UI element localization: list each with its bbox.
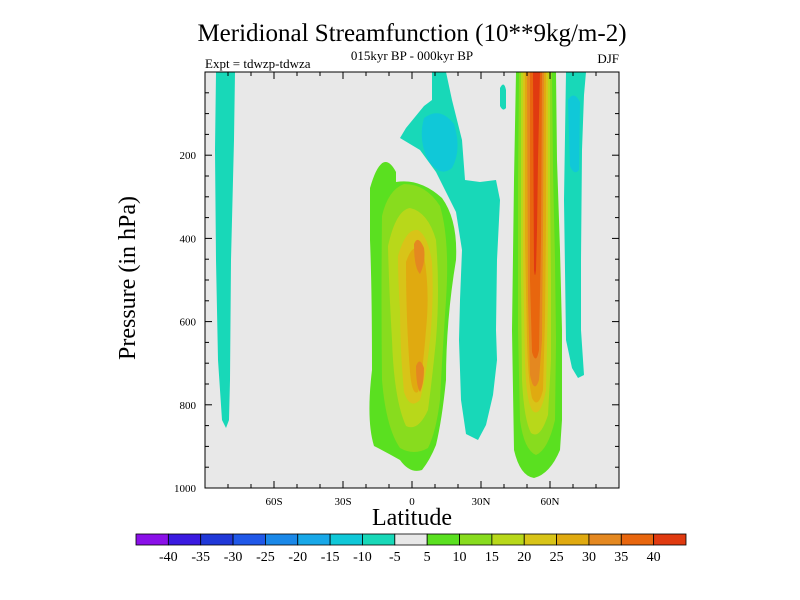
colorbar-swatch (167, 533, 202, 546)
colorbar-swatch (523, 533, 557, 546)
contour-south-polar-band (215, 72, 235, 428)
y-tick-label: 600 (180, 317, 197, 329)
colorbar-label: 20 (517, 550, 531, 565)
contour-hadley-level-25 (406, 248, 428, 393)
x-tick-label: 0 (409, 496, 415, 508)
colorbar-label: 25 (550, 550, 564, 565)
x-tick-label: 30S (334, 496, 351, 508)
y-tick-labels: 200 400 600 800 1000 (174, 150, 197, 495)
colorbar-label: -35 (191, 550, 210, 565)
contour-north-polar-band-inner (568, 95, 580, 173)
contour-tropical-upper-blue (421, 113, 458, 172)
colorbar-label: 40 (647, 550, 661, 565)
colorbar-label: 5 (424, 550, 431, 565)
y-tick-label: 400 (180, 233, 197, 245)
colorbar-swatch (426, 533, 460, 546)
colorbar-labels: -40 -35 -30 -25 -20 -15 -10 -5 5 10 15 20 25 30 35 40 (159, 550, 661, 565)
y-tick-label: 200 (180, 150, 197, 162)
axis-ticks (205, 72, 619, 489)
contour-north-upper-sliver (500, 84, 506, 110)
chart-subtitle-center: 015kyr BP - 000kyr BP (351, 48, 473, 63)
x-tick-label: 60N (541, 496, 560, 508)
colorbar-swatch (232, 533, 266, 546)
contour-fills (215, 72, 586, 478)
contour-hadley-core-lower (416, 361, 424, 392)
y-tick-label: 1000 (174, 483, 197, 495)
colorbar-swatch (135, 533, 169, 546)
colorbar-label: -40 (159, 550, 178, 565)
colorbar-swatch (200, 533, 234, 546)
chart-title: Meridional Streamfunction (10**9kg/m-2) (197, 20, 626, 47)
colorbar-label: -30 (224, 550, 243, 565)
colorbar-label: 30 (582, 550, 596, 565)
x-tick-labels: 60S 30S 0 30N 60N (265, 496, 559, 508)
colorbar-label: 15 (485, 550, 499, 565)
colorbar-label: 10 (453, 550, 467, 565)
colorbar-label: -20 (288, 550, 307, 565)
colorbar-swatch (265, 533, 299, 546)
colorbar-swatch (620, 533, 655, 546)
colorbar-swatch (394, 533, 428, 546)
colorbar-label: 35 (614, 550, 628, 565)
colorbar-label: -25 (256, 550, 275, 565)
contour-hadley-core-upper (414, 239, 425, 274)
x-tick-label: 60S (265, 496, 282, 508)
colorbar-label: -15 (321, 550, 340, 565)
colorbar-swatch (459, 533, 493, 546)
colorbar-swatch (491, 533, 525, 546)
x-axis-title: Latitude (372, 505, 452, 531)
colorbar-swatch (297, 533, 331, 546)
chart-subtitle-right: DJF (597, 51, 619, 66)
colorbar-swatch (556, 533, 590, 546)
colorbar-swatch (588, 533, 622, 546)
y-axis-title: Pressure (in hPa) (115, 196, 141, 360)
chart-subtitle-left: Expt = tdwzp-tdwza (205, 56, 311, 71)
y-tick-label: 800 (180, 400, 197, 412)
contour-north-cell-level-40 (533, 72, 540, 275)
colorbar-label: -5 (389, 550, 401, 565)
colorbar-label: -10 (353, 550, 372, 565)
colorbar-swatch (329, 533, 363, 546)
colorbar-swatch (362, 533, 396, 546)
colorbar (135, 533, 687, 546)
colorbar-swatch (653, 533, 687, 546)
contour-tropical-upper-cyan (400, 72, 500, 440)
x-tick-label: 30N (472, 496, 491, 508)
